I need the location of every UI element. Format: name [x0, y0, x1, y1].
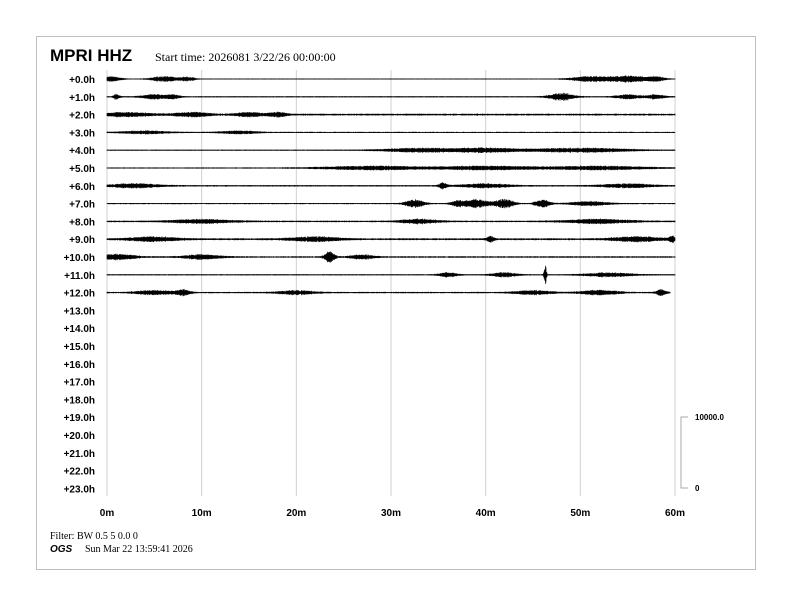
row-label: +0.0h	[69, 75, 95, 86]
row-label: +20.0h	[64, 431, 95, 442]
scale-bar	[681, 417, 688, 488]
row-label: +17.0h	[64, 378, 95, 389]
x-tick-label: 0m	[100, 508, 115, 519]
row-label: +14.0h	[64, 324, 95, 335]
row-label: +9.0h	[69, 235, 95, 246]
x-tick-label: 40m	[476, 508, 496, 519]
row-label: +13.0h	[64, 306, 95, 317]
row-label: +5.0h	[69, 164, 95, 175]
row-label: +12.0h	[64, 289, 95, 300]
x-tick-label: 50m	[570, 508, 590, 519]
row-label: +4.0h	[69, 146, 95, 157]
scale-top-label: 10000.0	[695, 413, 724, 422]
row-label: +23.0h	[64, 484, 95, 495]
row-label: +8.0h	[69, 217, 95, 228]
row-label: +18.0h	[64, 395, 95, 406]
row-label: +3.0h	[69, 128, 95, 139]
row-label: +1.0h	[69, 93, 95, 104]
row-label: +15.0h	[64, 342, 95, 353]
x-tick-label: 10m	[192, 508, 212, 519]
x-tick-label: 20m	[286, 508, 306, 519]
x-tick-label: 60m	[665, 508, 685, 519]
row-label: +10.0h	[64, 253, 95, 264]
row-label: +19.0h	[64, 413, 95, 424]
row-label: +6.0h	[69, 182, 95, 193]
row-label: +2.0h	[69, 111, 95, 122]
row-label: +22.0h	[64, 467, 95, 478]
helicorder-chart: 0m 10m 20m 30m 40m 50m 60m +0.0h +1.0h +2.0h +3.0h…	[0, 0, 792, 612]
row-label: +7.0h	[69, 200, 95, 211]
row-label: +21.0h	[64, 449, 95, 460]
row-label: +11.0h	[64, 271, 95, 282]
row-label: +16.0h	[64, 360, 95, 371]
scale-bottom-label: 0	[695, 484, 700, 493]
x-tick-label: 30m	[381, 508, 401, 519]
